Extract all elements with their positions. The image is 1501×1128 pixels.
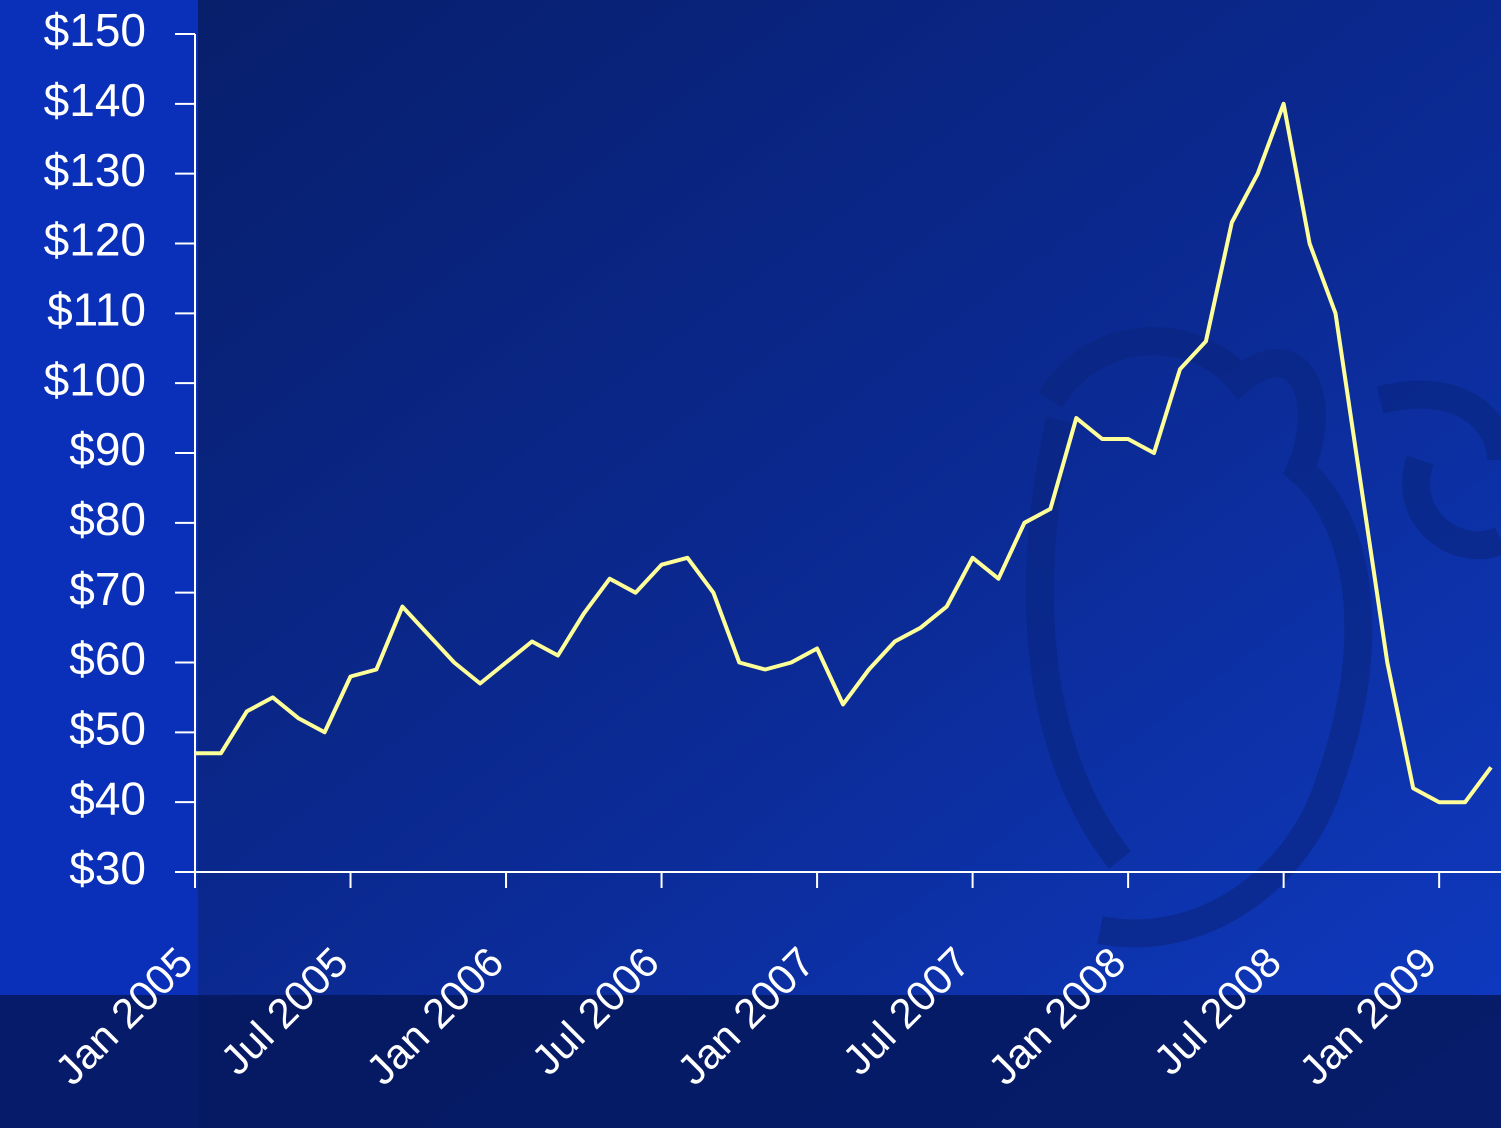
left-band bbox=[0, 0, 198, 1128]
y-tick-label: $60 bbox=[69, 633, 146, 685]
plot bbox=[195, 101, 1493, 805]
y-tick-label: $120 bbox=[44, 214, 146, 266]
y-tick-label: $100 bbox=[44, 353, 146, 405]
y-tick-label: $80 bbox=[69, 493, 146, 545]
y-tick-label: $30 bbox=[69, 842, 146, 894]
y-tick-label: $110 bbox=[47, 283, 146, 335]
y-tick-label: $140 bbox=[44, 74, 146, 126]
y-tick-label: $90 bbox=[69, 423, 146, 475]
y-tick-label: $130 bbox=[44, 144, 146, 196]
watermark bbox=[1026, 327, 1501, 948]
y-tick-label: $150 bbox=[44, 4, 146, 56]
y-tick-label: $40 bbox=[69, 772, 146, 824]
y-tick-label: $70 bbox=[69, 563, 146, 615]
price-line bbox=[195, 101, 1493, 805]
bottom-band bbox=[0, 995, 1501, 1128]
y-tick-label: $50 bbox=[69, 702, 146, 754]
